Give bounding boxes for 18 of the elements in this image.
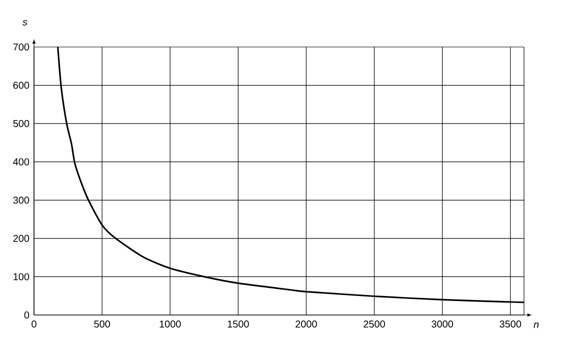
y-tick-label: 0	[24, 311, 30, 319]
y-tick-label: 600	[13, 82, 30, 89]
y-tick-label: 300	[13, 196, 30, 204]
x-tick-label: 0	[32, 320, 36, 328]
x-tick-label: 1500	[228, 320, 249, 328]
x-tick-label: 3000	[432, 320, 454, 328]
x-tick-label: 2000	[296, 320, 317, 328]
x-tick-label: 1000	[160, 320, 181, 328]
y-tick-label: 700	[13, 43, 30, 51]
x-tick-label: 3500	[500, 320, 522, 328]
y-tick-label: 500	[13, 120, 30, 128]
y-tick-label: 200	[13, 234, 30, 242]
y-tick-label: 400	[13, 158, 30, 166]
x-axis-title: n	[534, 322, 539, 328]
x-tick-label: 2500	[364, 320, 385, 328]
y-tick-label: 100	[14, 273, 30, 280]
y-axis-title: s	[22, 20, 28, 26]
x-tick-label: 500	[94, 320, 110, 328]
